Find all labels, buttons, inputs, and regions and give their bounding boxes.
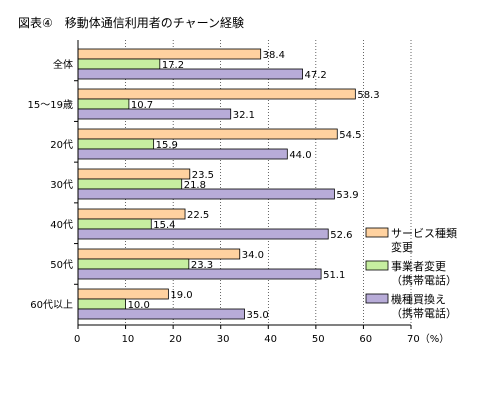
legend-label: 事業者変更 (391, 259, 446, 273)
bar-s1-4 (77, 208, 186, 220)
legend-swatch-3 (365, 293, 389, 304)
category-label: 60代以上 (30, 299, 73, 311)
axis-layer: 0 10 20 30 40 50 60 70（%） 全体 15～19歳 20代 30代 40代 50代 60… (28, 40, 449, 345)
bar-s1-6 (77, 288, 169, 300)
category-label: 50代 (50, 259, 73, 271)
data-label: 47.2 (305, 70, 327, 81)
bar-s1-2 (77, 128, 338, 140)
data-label: 54.5 (339, 130, 361, 141)
x-tick-label: 0 (74, 334, 80, 345)
legend-swatch-2 (365, 260, 389, 271)
x-tick-label: 60 (359, 334, 372, 345)
bar-s2-2 (77, 138, 155, 150)
bar-s2-3 (77, 178, 183, 190)
bar-s3-3 (77, 188, 335, 200)
data-label: 34.0 (242, 250, 264, 261)
data-label: 51.1 (323, 270, 345, 281)
data-label: 23.3 (191, 260, 213, 271)
category-label: 40代 (50, 219, 73, 231)
data-label: 38.4 (263, 50, 285, 61)
bar-s1-5 (77, 248, 241, 260)
bar-s2-6 (77, 298, 126, 310)
data-label: 23.5 (192, 170, 214, 181)
x-tick-label: 50 (312, 334, 325, 345)
x-tick-label: 70（%） (407, 333, 449, 345)
bar-s2-0 (77, 58, 161, 70)
bar-s2-4 (77, 218, 152, 230)
bar-s3-6 (77, 308, 245, 320)
bar-s2-5 (77, 258, 190, 270)
data-label: 15.4 (153, 220, 175, 231)
data-label: 15.9 (156, 140, 178, 151)
bar-s3-4 (77, 228, 329, 240)
data-label: 52.6 (330, 230, 352, 241)
chart-title: 図表④ 移動体通信利用者のチャーン経験 (18, 15, 244, 30)
bar-s1-3 (77, 168, 191, 180)
bar-s3-2 (77, 148, 288, 160)
category-label: 15～19歳 (28, 99, 73, 111)
data-label: 22.5 (187, 210, 209, 221)
x-tick-label: 20 (169, 334, 182, 345)
legend-label: （携帯電話） (391, 306, 457, 320)
legend-label: 変更 (391, 240, 413, 254)
data-label: 44.0 (289, 150, 311, 161)
data-label: 58.3 (357, 90, 379, 101)
bar-s1-0 (77, 48, 262, 60)
data-label: 35.0 (247, 310, 269, 321)
category-label: 全体 (53, 58, 73, 71)
bar-s2-1 (77, 98, 130, 110)
data-label: 10.7 (131, 100, 153, 111)
bars-layer (77, 48, 356, 320)
data-label: 21.8 (184, 180, 206, 191)
legend-label: サービス種類 (391, 226, 457, 240)
data-label: 17.2 (162, 60, 184, 71)
legend-swatch-1 (365, 227, 389, 238)
data-label: 32.1 (233, 110, 255, 121)
legend-label: 機種買換え (391, 292, 446, 306)
category-label: 20代 (50, 139, 73, 151)
bar-s3-0 (77, 68, 303, 80)
data-label: 19.0 (170, 290, 192, 301)
labels-layer: 38.4 58.3 54.5 23.5 22.5 34.0 19.0 17.2 10.7 15.9… (128, 50, 380, 321)
x-tick-label: 30 (217, 334, 230, 345)
x-tick-label: 10 (122, 334, 135, 345)
legend-label: （携帯電話） (391, 273, 457, 287)
data-label: 10.0 (128, 300, 150, 311)
category-label: 30代 (50, 179, 73, 191)
data-label: 53.9 (336, 190, 358, 201)
bar-s1-1 (77, 88, 356, 100)
bar-s3-1 (77, 108, 232, 120)
x-tick-label: 40 (264, 334, 277, 345)
